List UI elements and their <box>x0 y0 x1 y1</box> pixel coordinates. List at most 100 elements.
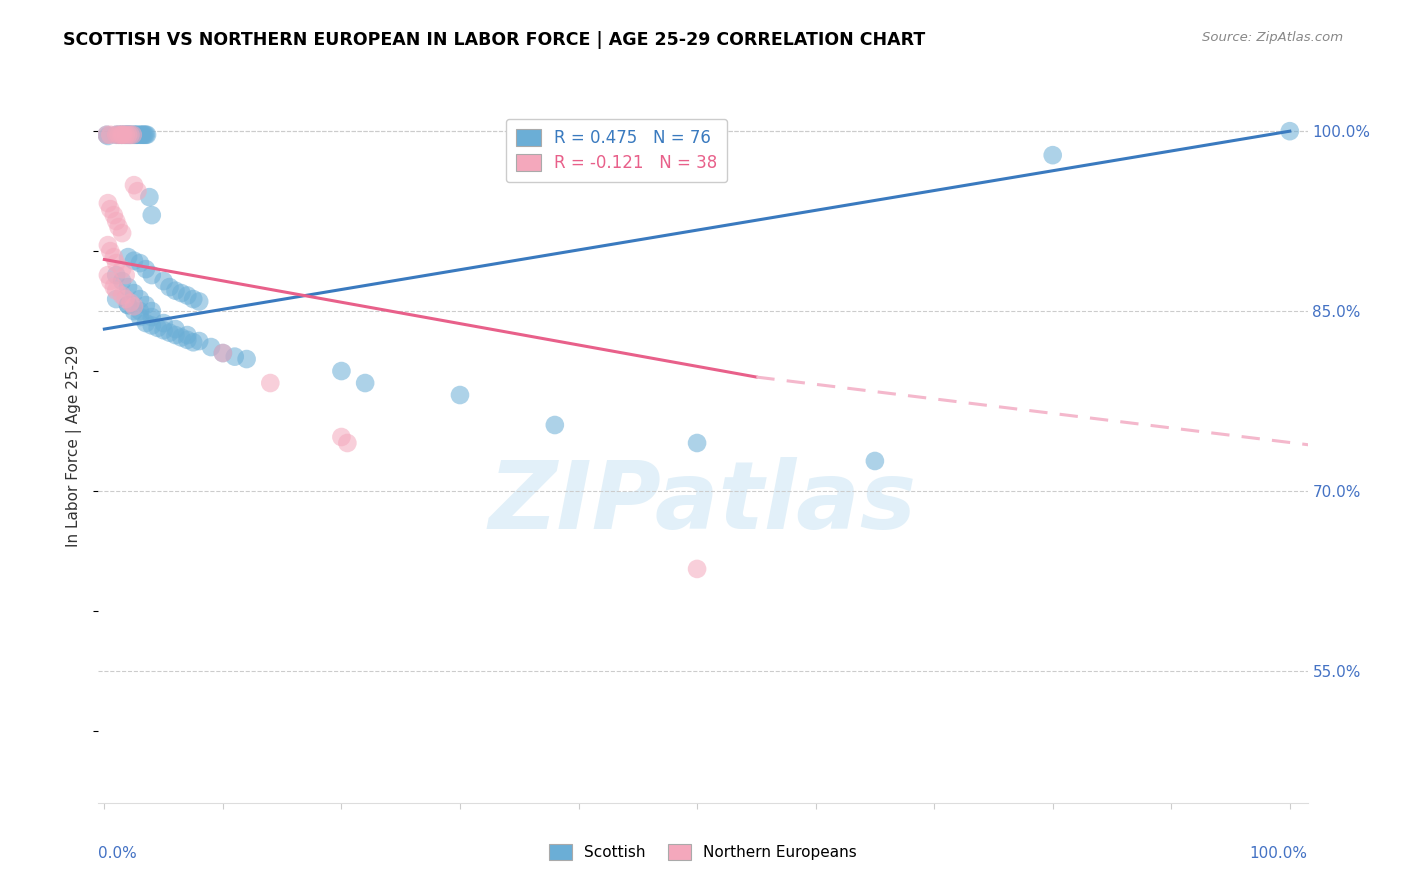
Point <box>135 128 157 142</box>
Point <box>103 250 125 264</box>
Point <box>117 128 139 142</box>
Point <box>98 274 121 288</box>
Point <box>176 333 198 347</box>
Point <box>111 226 134 240</box>
Point <box>1278 124 1301 138</box>
Point <box>110 128 132 142</box>
Point <box>200 340 222 354</box>
Point <box>125 128 148 142</box>
Text: 0.0%: 0.0% <box>98 846 138 861</box>
Point <box>98 202 121 216</box>
Point <box>98 128 121 142</box>
Point <box>103 280 125 294</box>
Point <box>103 208 125 222</box>
Point <box>105 128 128 142</box>
Point <box>97 196 120 211</box>
Point <box>129 128 152 142</box>
Point <box>686 436 709 450</box>
Point <box>170 286 193 301</box>
Point <box>176 328 198 343</box>
Point <box>112 128 135 142</box>
Point <box>686 562 709 576</box>
Point <box>135 316 157 330</box>
Point <box>111 274 134 288</box>
Point <box>114 292 136 306</box>
Point <box>330 364 353 378</box>
Point <box>105 292 128 306</box>
Point <box>354 376 377 390</box>
Point <box>117 250 139 264</box>
Point <box>105 284 128 298</box>
Point <box>111 128 134 142</box>
Point <box>132 128 155 142</box>
Point <box>122 128 145 142</box>
Point <box>111 262 134 277</box>
Point <box>117 280 139 294</box>
Point <box>165 328 187 343</box>
Point <box>141 268 163 282</box>
Point <box>105 128 128 142</box>
Point <box>212 346 235 360</box>
Point <box>122 286 145 301</box>
Point <box>129 128 152 142</box>
Point <box>136 128 159 142</box>
Point <box>129 310 152 324</box>
Point <box>114 128 136 142</box>
Point <box>141 318 163 333</box>
Point <box>120 128 142 142</box>
Point <box>110 128 132 142</box>
Point <box>97 128 120 143</box>
Point <box>127 128 149 142</box>
Point <box>159 326 181 340</box>
Point <box>107 220 129 235</box>
Point <box>121 128 143 142</box>
Point <box>141 208 163 222</box>
Point <box>336 436 359 450</box>
Y-axis label: In Labor Force | Age 25-29: In Labor Force | Age 25-29 <box>66 345 83 547</box>
Point <box>181 292 204 306</box>
Point <box>96 128 118 142</box>
Text: ZIPatlas: ZIPatlas <box>489 457 917 549</box>
Point <box>122 299 145 313</box>
Point <box>118 128 141 142</box>
Point <box>129 304 152 318</box>
Point <box>212 346 235 360</box>
Point <box>121 128 143 142</box>
Point <box>129 292 152 306</box>
Point <box>122 304 145 318</box>
Point <box>124 128 146 142</box>
Point <box>449 388 471 402</box>
Point <box>134 128 156 142</box>
Point <box>152 323 174 337</box>
Point <box>181 335 204 350</box>
Point <box>330 430 353 444</box>
Point <box>165 322 187 336</box>
Point <box>1042 148 1064 162</box>
Point <box>176 288 198 302</box>
Point <box>105 214 128 228</box>
Point <box>159 280 181 294</box>
Point <box>235 352 257 367</box>
Point <box>129 256 152 270</box>
Point <box>141 304 163 318</box>
Text: 100.0%: 100.0% <box>1250 846 1308 861</box>
Point <box>111 288 134 302</box>
Point <box>188 294 211 309</box>
Point <box>120 295 142 310</box>
Point <box>114 128 136 142</box>
Point <box>135 298 157 312</box>
Point <box>259 376 281 390</box>
Point <box>170 330 193 344</box>
Point <box>863 454 886 468</box>
Point <box>122 178 145 193</box>
Point <box>152 274 174 288</box>
Point <box>131 128 153 142</box>
Point <box>120 128 142 142</box>
Point <box>97 268 120 282</box>
Point <box>165 284 187 298</box>
Point <box>138 190 160 204</box>
Point <box>105 256 128 270</box>
Point <box>117 298 139 312</box>
Point <box>117 128 139 142</box>
Point <box>224 350 246 364</box>
